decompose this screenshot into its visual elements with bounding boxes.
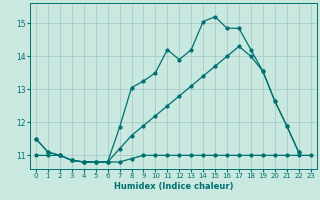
- X-axis label: Humidex (Indice chaleur): Humidex (Indice chaleur): [114, 182, 233, 191]
